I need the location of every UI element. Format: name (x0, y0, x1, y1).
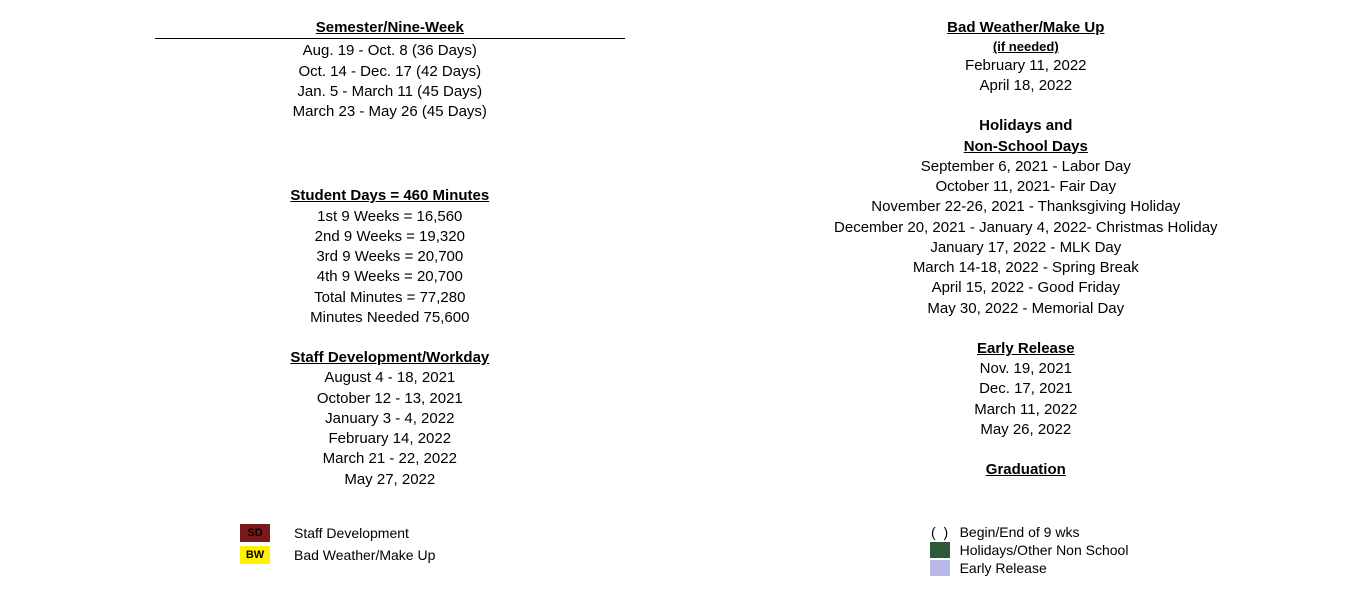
early-line: May 26, 2022 (740, 420, 1312, 440)
semester-title: Semester/Nine-Week (40, 18, 740, 38)
holiday-line: October 11, 2021- Fair Day (740, 177, 1312, 197)
minutes-line: 3rd 9 Weeks = 20,700 (40, 247, 740, 267)
staff-line: May 27, 2022 (40, 470, 740, 490)
holiday-swatch (930, 542, 950, 558)
holiday-line: March 14-18, 2022 - Spring Break (740, 258, 1312, 278)
minutes-line: Minutes Needed 75,600 (40, 308, 740, 328)
legend-bw: BW Bad Weather/Make Up (240, 546, 740, 564)
legend-label: Begin/End of 9 wks (960, 524, 1080, 540)
staff-line: March 21 - 22, 2022 (40, 449, 740, 469)
holiday-line: September 6, 2021 - Labor Day (740, 157, 1312, 177)
minutes-line: Total Minutes = 77,280 (40, 288, 740, 308)
holidays-title1: Holidays and (740, 116, 1312, 136)
holiday-line: December 20, 2021 - January 4, 2022- Chr… (740, 218, 1312, 238)
staff-line: February 14, 2022 (40, 429, 740, 449)
legend-label: Early Release (960, 560, 1047, 576)
holiday-line: January 17, 2022 - MLK Day (740, 238, 1312, 258)
early-title: Early Release (740, 339, 1312, 359)
badweather-line: April 18, 2022 (740, 76, 1312, 96)
badweather-sub: (if needed) (740, 38, 1312, 56)
minutes-line: 2nd 9 Weeks = 19,320 (40, 227, 740, 247)
staff-line: August 4 - 18, 2021 (40, 368, 740, 388)
bw-swatch: BW (240, 546, 270, 564)
legend-label: Holidays/Other Non School (960, 542, 1129, 558)
legend-label: Bad Weather/Make Up (294, 547, 435, 563)
holiday-line: November 22-26, 2021 - Thanksgiving Holi… (740, 197, 1312, 217)
legend: SD Staff Development BW Bad Weather/Make… (40, 524, 1312, 576)
staff-line: October 12 - 13, 2021 (40, 389, 740, 409)
early-line: Nov. 19, 2021 (740, 359, 1312, 379)
badweather-title: Bad Weather/Make Up (740, 18, 1312, 38)
minutes-line: 1st 9 Weeks = 16,560 (40, 207, 740, 227)
legend-begin-end: ( ) Begin/End of 9 wks (930, 524, 1312, 540)
early-line: Dec. 17, 2021 (740, 379, 1312, 399)
legend-sd: SD Staff Development (240, 524, 740, 542)
paren-icon: ( ) (930, 524, 950, 540)
semester-line: Jan. 5 - March 11 (45 Days) (40, 82, 740, 102)
staff-line: January 3 - 4, 2022 (40, 409, 740, 429)
badweather-line: February 11, 2022 (740, 56, 1312, 76)
semester-line: Oct. 14 - Dec. 17 (42 Days) (40, 62, 740, 82)
holiday-line: April 15, 2022 - Good Friday (740, 278, 1312, 298)
holidays-title2: Non-School Days (740, 137, 1312, 157)
early-line: March 11, 2022 (740, 400, 1312, 420)
minutes-line: 4th 9 Weeks = 20,700 (40, 267, 740, 287)
divider (155, 38, 625, 39)
right-column: Bad Weather/Make Up (if needed) February… (740, 18, 1312, 490)
holiday-line: May 30, 2022 - Memorial Day (740, 299, 1312, 319)
legend-label: Staff Development (294, 525, 409, 541)
staff-title: Staff Development/Workday (40, 348, 740, 368)
legend-holidays: Holidays/Other Non School (930, 542, 1312, 558)
semester-line: Aug. 19 - Oct. 8 (36 Days) (40, 41, 740, 61)
minutes-title: Student Days = 460 Minutes (40, 186, 740, 206)
left-column: Semester/Nine-Week Aug. 19 - Oct. 8 (36 … (40, 18, 740, 490)
semester-line: March 23 - May 26 (45 Days) (40, 102, 740, 122)
legend-early-release: Early Release (930, 560, 1312, 576)
sd-swatch: SD (240, 524, 270, 542)
graduation-title: Graduation (740, 460, 1312, 480)
early-swatch (930, 560, 950, 576)
